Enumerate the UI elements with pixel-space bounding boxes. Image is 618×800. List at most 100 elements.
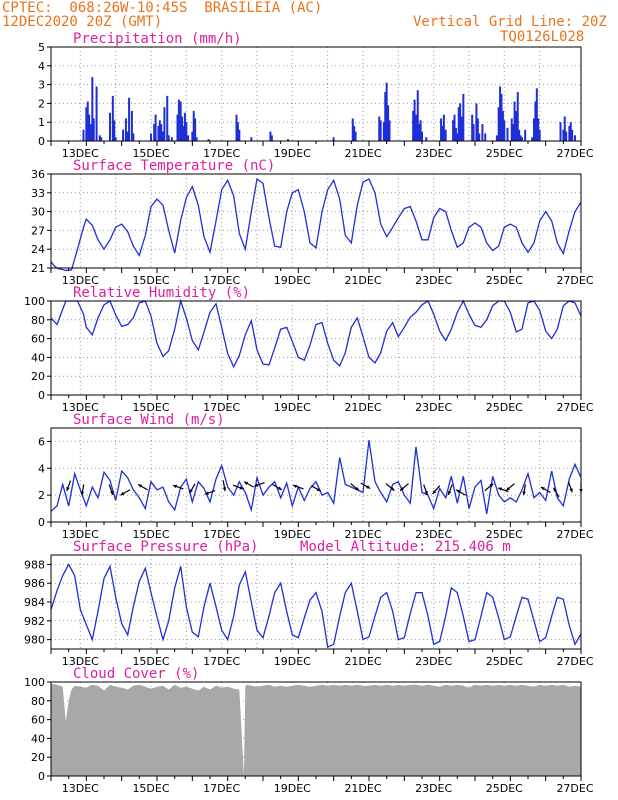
wind-arrowhead [506,486,510,491]
precip-bar [503,120,506,141]
precip-bar [537,118,540,141]
precip-bar [170,137,173,141]
x-tick-label: 21DEC [344,528,381,541]
x-tick-label: 15DEC [132,401,169,414]
wind-arrowhead [390,486,395,491]
datetime-label: 12DEC2020 20Z (GMT) [2,14,163,30]
x-tick-label: 27DEC [556,528,593,541]
y-tick-label: 2 [38,97,45,110]
precip-bar [269,131,272,141]
panel-4: 980 982 984 986 988 13DEC 15DEC 17DEC 19DEC 21DEC… [24,539,594,668]
y-tick-label: 30 [31,206,45,219]
panel-frame [50,427,582,523]
precip-bar [86,101,89,141]
x-tick-label: 27DEC [556,274,593,287]
precip-bar [412,110,415,141]
precip-bar [166,95,169,141]
precip-bar [518,129,521,141]
precip-bar [531,137,534,141]
panel-title: Surface Wind (m/s) [73,412,225,428]
precip-bar [416,90,419,141]
panel-0: 0 1 2 3 4 5 13DEC 15DEC 17DEC 19DEC 21DEC 23DEC 25DE… [38,31,594,160]
precip-bar [444,129,447,141]
wind-arrowhead [244,481,249,485]
x-tick-label: 23DEC [415,401,452,414]
precip-bar [562,129,565,141]
precip-bar [82,129,85,141]
precip-bar [122,129,125,141]
x-tick-label: 13DEC [62,782,99,795]
precip-bar [162,131,165,141]
panel-3: 0 2 4 6 13DEC 15DEC 17DEC 19DEC 21DEC 23DEC 25DEC 2… [38,412,594,541]
y-tick-label: 36 [31,168,45,181]
precip-bar [456,133,459,141]
precip-bar [475,103,478,141]
wind-arrowhead [489,483,494,488]
wind-arrowhead [540,487,545,491]
y-tick-label: 40 [31,732,45,745]
x-tick-label: 27DEC [556,655,593,668]
y-tick-label: 80 [31,314,45,327]
model-altitude-label: Model Altitude: 215.406 m [300,539,511,555]
x-tick-label: 17DEC [203,782,240,795]
panel-title: Cloud Cover (%) [73,666,199,682]
x-tick-label: 15DEC [132,655,169,668]
wind-arrowhead [80,491,85,496]
precip-bar [332,137,335,141]
y-tick-label: 1 [38,116,45,129]
precip-bar [353,125,356,141]
precip-bar [354,131,357,141]
x-tick-label: 13DEC [62,528,99,541]
x-tick-label: 25DEC [486,655,523,668]
y-tick-label: 24 [31,243,45,256]
precip-bar [187,135,190,141]
precip-bar [163,107,166,141]
x-tick-label: 21DEC [344,655,381,668]
y-tick-label: 980 [24,634,45,647]
wind-arrowhead [189,489,193,494]
panel-1: 21 24 27 30 33 36 13DEC 15DEC 17DEC 19DEC 21DEC 23D… [31,158,594,287]
wind-arrowhead [366,485,371,489]
precip-bar [95,86,98,141]
precip-bar [194,118,197,141]
y-tick-label: 0 [38,516,45,529]
precip-bar [520,137,523,141]
precip-bar [89,124,92,141]
precip-bar [516,92,519,141]
x-tick-label: 19DEC [274,147,311,160]
panel-frame [50,173,582,269]
wind-arrowhead [400,486,404,491]
panel-title: Surface Pressure (hPa) [73,539,258,555]
wind-arrowhead [355,486,360,491]
x-tick-label: 17DEC [203,528,240,541]
panel-frame [50,300,582,396]
model-code: TQ0126L028 [500,29,585,45]
precip-bar [478,133,481,141]
precip-bar [559,122,562,141]
cloud-cover-area [51,683,581,776]
precip-bar [114,137,117,141]
wind-arrowhead [138,484,143,488]
wind-arrowhead [447,490,452,495]
x-tick-label: 19DEC [274,655,311,668]
precip-bar [565,131,568,141]
panel-title: Relative Humidity (%) [73,285,250,301]
series-line [50,440,582,515]
precip-bar [387,105,390,141]
x-tick-label: 21DEC [344,147,381,160]
station-line: CPTEC: 068:26W-10:45S BRASILEIA (AC) [2,0,323,16]
precip-bar [167,135,170,141]
precip-bar [425,137,428,141]
precip-bar [501,110,504,141]
precip-bar [181,116,184,141]
wind-arrowhead [239,486,244,490]
x-tick-label: 19DEC [274,528,311,541]
x-tick-label: 13DEC [62,147,99,160]
precip-bar [472,124,475,141]
precip-bar [128,97,131,141]
y-tick-label: 988 [24,558,45,571]
precip-bar [154,114,157,141]
y-tick-label: 21 [31,262,45,275]
y-tick-label: 6 [38,435,45,448]
x-tick-label: 23DEC [415,274,452,287]
